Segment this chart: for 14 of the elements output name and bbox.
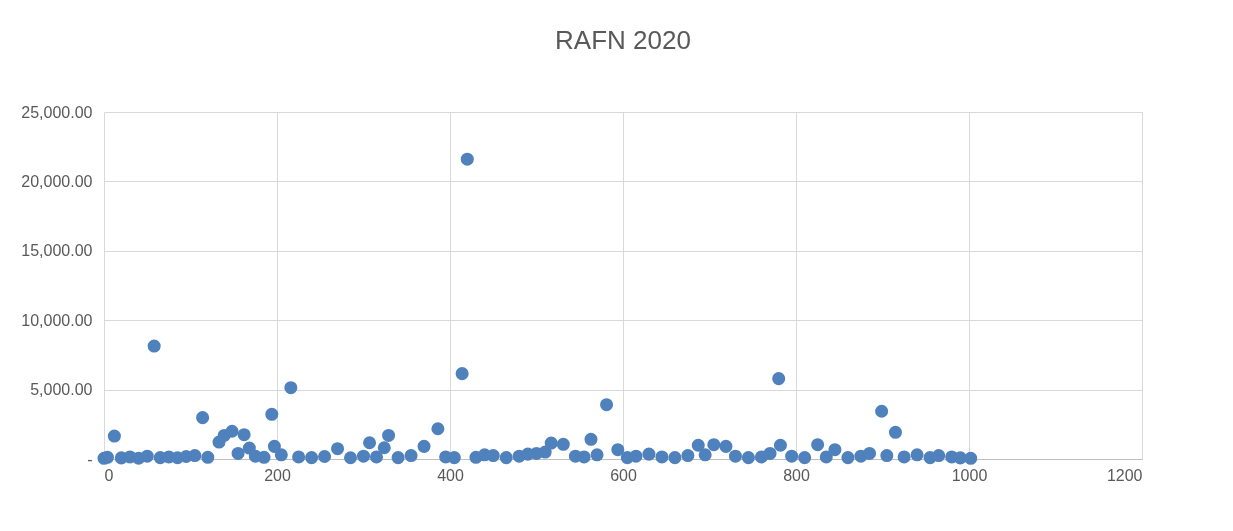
y-tick-label: 5,000.00 — [30, 381, 93, 399]
y-tick-label: - — [87, 450, 93, 468]
x-tick-label: 200 — [264, 466, 291, 484]
x-tick-label: 800 — [783, 466, 810, 484]
x-tick-label: 1200 — [1106, 466, 1143, 484]
y-tick-label: 15,000.00 — [21, 242, 93, 260]
y-tick-label: 10,000.00 — [21, 311, 93, 329]
x-tick-label: 1000 — [951, 466, 988, 484]
y-tick-label: 25,000.00 — [21, 103, 93, 121]
chart-title: RAFN 2020 — [555, 25, 691, 55]
x-tick-label: 600 — [610, 466, 637, 484]
x-tick-label: 0 — [104, 466, 114, 484]
y-tick-label: 20,000.00 — [21, 172, 93, 190]
x-tick-label: 400 — [437, 466, 464, 484]
